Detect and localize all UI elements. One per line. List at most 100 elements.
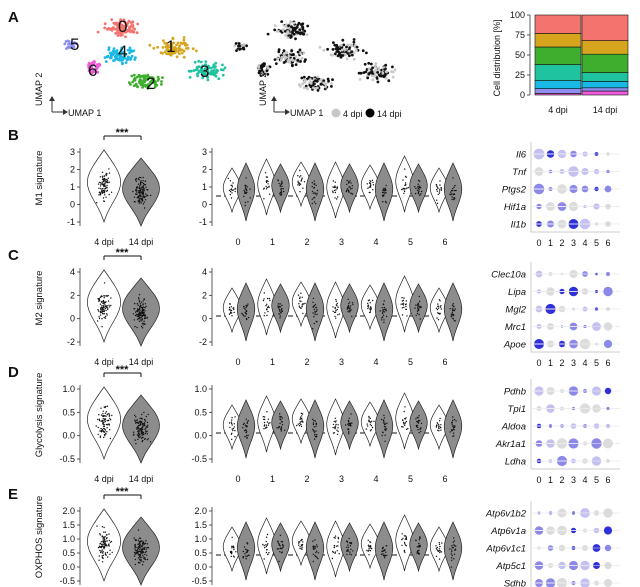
violin-point <box>231 428 233 430</box>
dot-plot-dot <box>603 322 613 331</box>
umap-point <box>159 51 163 55</box>
violin-point <box>383 300 385 302</box>
violin-point <box>145 550 147 553</box>
violin-point <box>229 193 231 196</box>
violin-point <box>267 305 270 307</box>
violin-point <box>279 545 281 547</box>
violin-point <box>335 317 337 319</box>
violin-point <box>266 303 268 305</box>
violin-point <box>367 539 369 541</box>
violin-point <box>142 552 144 554</box>
umap-dpi-point <box>266 66 270 70</box>
violin-point <box>383 423 386 426</box>
violin-point <box>453 426 456 428</box>
violin-point <box>453 186 455 188</box>
umap-point <box>75 42 78 46</box>
dot-plot-xtick: 4 <box>582 238 587 248</box>
violin-point <box>453 418 456 421</box>
violin-point <box>438 543 441 546</box>
violin-point <box>334 197 336 199</box>
violin-point <box>145 186 147 188</box>
violin-point <box>336 305 338 307</box>
violin-point <box>337 306 339 308</box>
violin-point <box>100 551 102 554</box>
violin-point <box>96 525 98 527</box>
violin-point <box>279 315 281 317</box>
umap-point <box>125 28 128 32</box>
violin-point <box>453 197 455 199</box>
violin-point <box>231 545 233 547</box>
violin-point <box>138 311 140 313</box>
violin-point <box>145 193 147 195</box>
violin-point <box>143 201 145 203</box>
violin-point <box>134 548 136 550</box>
violin-point <box>136 193 138 195</box>
violin-point <box>334 421 337 423</box>
violin-point <box>337 196 339 198</box>
umap-point <box>223 66 227 70</box>
violin-point <box>301 548 303 550</box>
violin-point <box>347 428 349 430</box>
violin-point <box>450 566 453 568</box>
dot-plot-xtick: 4 <box>582 358 587 368</box>
violin-point <box>103 531 105 533</box>
violin-point <box>267 553 269 555</box>
violin-point <box>315 430 317 432</box>
violin-point <box>231 184 233 186</box>
violin-point <box>145 430 147 432</box>
umap-dpi-point <box>279 58 283 62</box>
violin-point <box>108 168 110 170</box>
violin-point <box>102 421 104 423</box>
violin-point <box>144 424 146 427</box>
violin-point <box>99 192 102 194</box>
violin-point <box>243 546 246 548</box>
violin <box>271 283 290 334</box>
violin-point <box>372 184 375 186</box>
violin-point <box>417 306 419 308</box>
violin-point <box>299 546 301 548</box>
violin-point <box>141 564 144 566</box>
umap-point <box>128 26 132 30</box>
violin-point <box>104 412 107 414</box>
violin-point <box>142 554 144 556</box>
violin-point <box>97 418 99 421</box>
umap-dpi-point <box>346 43 350 47</box>
cluster-xtick: 0 <box>235 474 240 484</box>
umap-point <box>182 55 186 59</box>
umap-point <box>169 42 173 45</box>
legend-14dpi-label: 14 dpi <box>377 109 402 119</box>
violin-point <box>105 174 107 177</box>
violin-point <box>346 553 348 556</box>
umap-dpi-point <box>316 89 320 92</box>
umap-point <box>63 42 67 46</box>
distribution-bar-segment <box>534 14 582 34</box>
violin-point <box>349 545 352 547</box>
umap-point <box>221 63 224 67</box>
violin-point <box>228 189 231 192</box>
violin-point <box>139 304 142 307</box>
violin-point <box>103 282 106 284</box>
violin-point <box>104 536 106 538</box>
umap-dpi-point <box>371 66 374 70</box>
dot-plot-dot <box>603 438 613 449</box>
dot-plot-xtick: 1 <box>548 475 553 485</box>
violin-point <box>451 425 454 427</box>
violin-point <box>334 191 337 194</box>
umap-point <box>105 27 109 31</box>
violin-point <box>135 177 137 180</box>
violin-point <box>332 550 334 553</box>
violin-point <box>348 424 350 426</box>
violin-point <box>418 188 420 190</box>
cluster-xtick: 1 <box>270 474 275 484</box>
violin-point <box>99 314 102 316</box>
violin-point <box>142 436 144 439</box>
violin-point <box>440 187 442 189</box>
violin-point <box>145 540 147 542</box>
umap-point <box>122 51 125 54</box>
violin-point <box>102 191 105 193</box>
violin-point <box>141 413 143 416</box>
umap-point <box>133 58 137 61</box>
violin-point <box>384 428 386 430</box>
violin-point <box>369 306 372 308</box>
ytick-label: -0.5 <box>191 576 207 586</box>
